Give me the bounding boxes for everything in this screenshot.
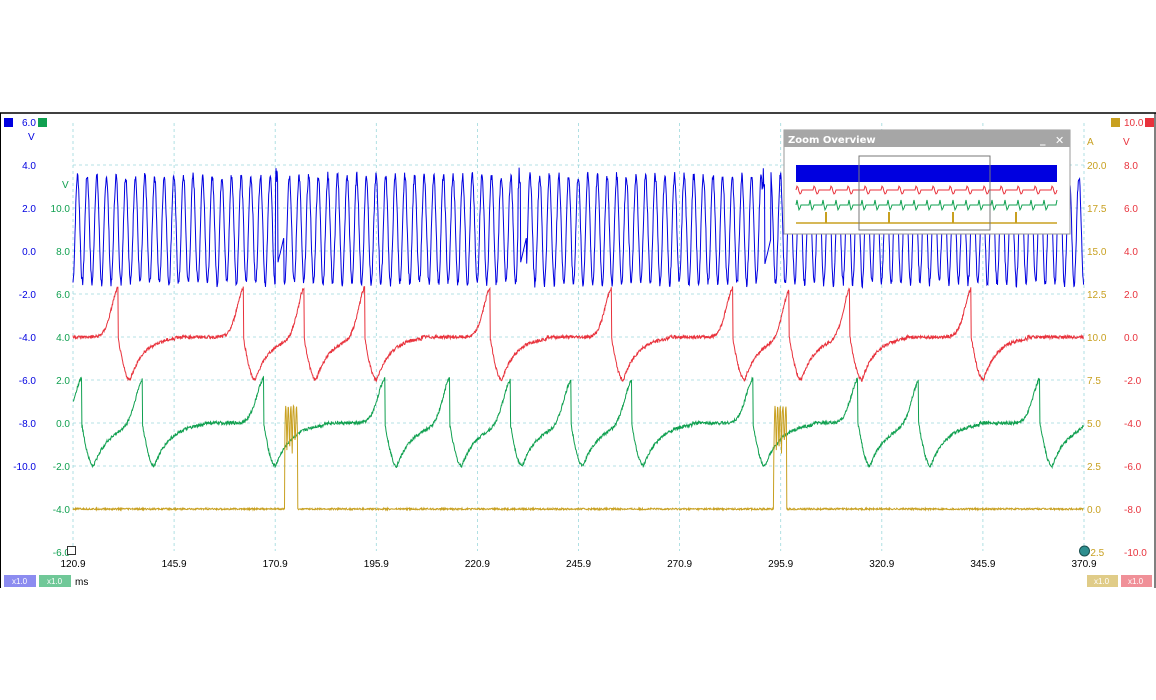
x-tick-8: 320.9 [869,559,894,570]
zoom-minimize-button[interactable]: _ [1040,133,1046,146]
red-scale-badge: x1.0 [1128,577,1144,586]
axis-ticks: 4.0 2.0 0.0 -2.0 -4.0 -6.0 -8.0 -10.0 10.0 8.0 6.0… [13,161,1147,570]
x-tick-2: 170.9 [263,559,288,570]
x-unit: ms [75,577,88,588]
gold-unit: A [1087,137,1094,148]
green-tick-7: -4.0 [53,505,71,516]
green-tick-0: 10.0 [51,204,71,215]
red-trace [72,285,1085,383]
red-tick-4: 0.0 [1124,333,1138,344]
zoom-overview-window[interactable]: Zoom Overview _ ✕ [783,129,1071,235]
gold-tick-1: 17.5 [1087,204,1107,215]
x-tick-10: 370.9 [1071,559,1096,570]
red-tick-8: -8.0 [1124,505,1142,516]
blue-tick-7: -10.0 [13,462,36,473]
channel-gold-swatch[interactable] [1111,118,1120,127]
x-tick-6: 270.9 [667,559,692,570]
x-tick-9: 345.9 [970,559,995,570]
gold-tick-9: -2.5 [1087,548,1105,559]
green-tick-3: 4.0 [56,333,70,344]
gold-tick-2: 15.0 [1087,247,1107,258]
channel-blue-swatch[interactable] [4,118,13,127]
red-tick-7: -6.0 [1124,462,1142,473]
red-tick-5: -2.0 [1124,376,1142,387]
zoom-close-button[interactable]: ✕ [1055,134,1064,147]
gold-tick-5: 7.5 [1087,376,1101,387]
red-tick-1: 6.0 [1124,204,1138,215]
x-tick-7: 295.9 [768,559,793,570]
zoom-overview-traces [795,165,1058,224]
red-tick-9: -10.0 [1124,548,1147,559]
red-tick-3: 2.0 [1124,290,1138,301]
red-tick-0: 8.0 [1124,161,1138,172]
blue-tick-6: -8.0 [19,419,37,430]
zoom-overview-titlebar[interactable] [784,130,1070,147]
top-left-unit: V [28,132,35,143]
zoom-blue-trace [796,165,1057,182]
gold-tick-3: 12.5 [1087,290,1107,301]
gold-tick-4: 10.0 [1087,333,1107,344]
top-right-range: 10.0 [1124,118,1144,129]
green-tick-6: -2.0 [53,462,71,473]
green-tick-8: -6.0 [53,548,71,559]
red-tick-2: 4.0 [1124,247,1138,258]
green-tick-2: 6.0 [56,290,70,301]
blue-tick-5: -6.0 [19,376,37,387]
blue-scale-badge-bg[interactable] [4,575,36,587]
x-tick-5: 245.9 [566,559,591,570]
zoom-overview-selection[interactable] [858,155,991,231]
blue-tick-1: 2.0 [22,204,36,215]
red-unit: V [1123,137,1130,148]
blue-tick-2: 0.0 [22,247,36,258]
gold-tick-8: 0.0 [1087,505,1101,516]
green-scale-badge: x1.0 [47,577,63,586]
zoom-overview-title: Zoom Overview [788,135,876,146]
gold-tick-6: 5.0 [1087,419,1101,430]
gold-trace [72,404,1084,512]
top-left-range: 6.0 [22,118,36,129]
channel-red-swatch[interactable] [1145,118,1154,127]
green-unit: V [62,180,69,191]
gold-tick-0: 20.0 [1087,161,1107,172]
red-scale-badge-bg[interactable] [1121,575,1152,587]
green-scale-badge-bg[interactable] [39,575,71,587]
green-tick-4: 2.0 [56,376,70,387]
x-tick-1: 145.9 [162,559,187,570]
x-tick-3: 195.9 [364,559,389,570]
right-cursor-marker[interactable] [1079,545,1090,557]
gold-tick-7: 2.5 [1087,462,1101,473]
green-trace [72,375,1084,470]
red-tick-6: -4.0 [1124,419,1142,430]
blue-scale-badge: x1.0 [12,577,28,586]
gold-scale-badge: x1.0 [1094,577,1110,586]
zoom-green-trace [795,199,1058,212]
x-tick-0: 120.9 [60,559,85,570]
green-tick-5: 0.0 [56,419,70,430]
x-tick-4: 220.9 [465,559,490,570]
gold-scale-badge-bg[interactable] [1087,575,1118,587]
channel-green-swatch[interactable] [38,118,47,127]
left-cursor-marker[interactable] [67,546,76,555]
green-tick-1: 8.0 [56,247,70,258]
blue-tick-3: -2.0 [19,290,37,301]
zoom-red-trace [795,185,1058,195]
blue-tick-0: 4.0 [22,161,36,172]
blue-tick-4: -4.0 [19,333,37,344]
